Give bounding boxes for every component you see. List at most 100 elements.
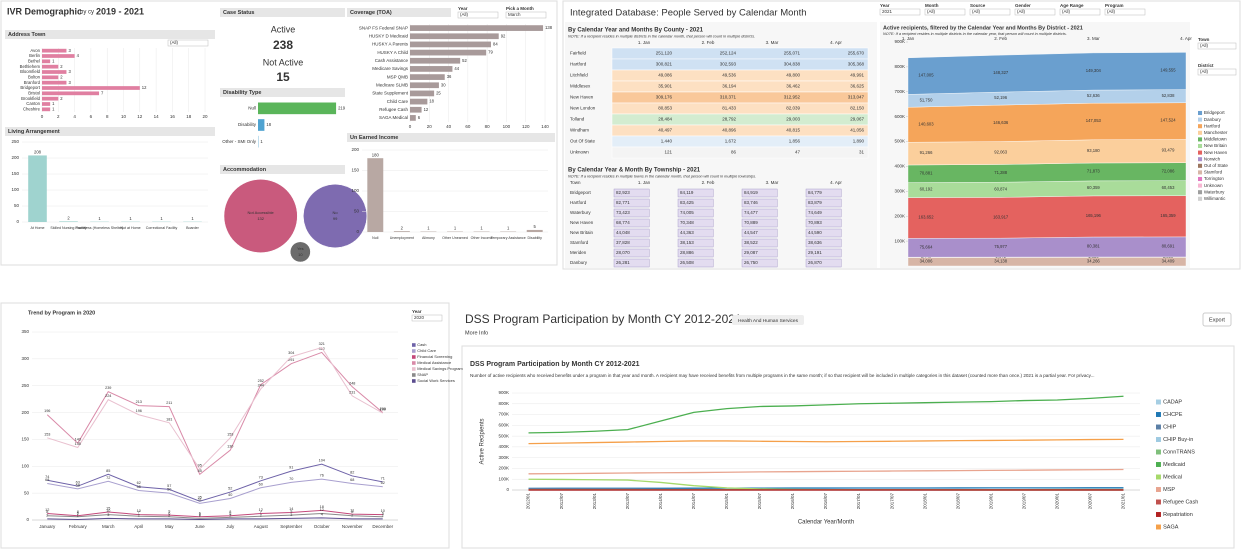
filter-box[interactable]	[1104, 8, 1146, 16]
value-label: 18	[429, 99, 434, 104]
line	[47, 478, 383, 504]
filter-value[interactable]: (All)	[1062, 9, 1070, 14]
bar	[410, 82, 439, 89]
filter-value[interactable]: 2020	[414, 315, 425, 320]
filter-box[interactable]	[924, 8, 966, 16]
legend-label: Waterbury	[1204, 189, 1225, 194]
legend-label: New Britain	[1204, 143, 1228, 148]
value-label: 147,053	[1086, 118, 1102, 123]
cell: 255,071	[784, 51, 801, 56]
filter-box[interactable]	[1014, 8, 1056, 16]
filter-box[interactable]	[505, 11, 547, 19]
cell: 83,879	[808, 200, 822, 205]
cell: 41,056	[850, 128, 864, 133]
filter-box[interactable]	[411, 314, 443, 322]
value-label: 6	[382, 511, 384, 515]
category-label: SAGA Medical	[379, 115, 408, 120]
legend-swatch	[412, 367, 416, 371]
filter-value[interactable]: (All)	[1200, 43, 1208, 48]
value-label: 8	[77, 510, 79, 514]
category-label: Canton	[26, 101, 40, 106]
filter-value[interactable]: (All)	[1107, 9, 1115, 14]
x-tick-label: 140	[541, 124, 549, 129]
cell: 82,771	[616, 200, 630, 205]
value-label: 208	[34, 150, 42, 155]
x-tick-label: 2. Feb	[994, 36, 1007, 41]
legend-label: Manchester	[1204, 130, 1228, 135]
filter-box[interactable]	[167, 39, 209, 47]
filter-box[interactable]	[457, 11, 499, 19]
value-label: 138	[545, 25, 553, 30]
value-label: 224	[105, 394, 111, 398]
filter-value[interactable]: (All)	[972, 9, 980, 14]
value-label: 12	[45, 508, 49, 512]
value-label: 91,266	[920, 150, 933, 155]
legend-swatch	[1198, 157, 1203, 162]
chart-title: Active recipients, filtered by the Calen…	[883, 25, 1083, 31]
row-label: Waterbury	[570, 210, 591, 215]
filter-value[interactable]: March	[508, 12, 521, 17]
legend-label: New Haven	[1204, 150, 1228, 155]
row-label: Out Of State	[570, 139, 596, 144]
value-label: 180	[372, 152, 380, 157]
export-button[interactable]	[1202, 312, 1232, 327]
y-tick-label: 500K	[498, 433, 509, 438]
section-header	[347, 133, 555, 142]
value-label: 165,359	[1160, 213, 1176, 218]
x-tick-label: 10	[121, 114, 127, 119]
filter-value[interactable]: (All)	[170, 40, 178, 45]
category-label: Bethel	[28, 58, 40, 63]
cell-box	[613, 188, 650, 198]
value-label: 6	[418, 115, 421, 120]
cell: 44,590	[808, 230, 822, 235]
row-label: Hartford	[570, 200, 587, 205]
value-label: 4	[77, 53, 80, 58]
cell: 38,522	[744, 240, 758, 245]
filter-box[interactable]	[1059, 8, 1101, 16]
more-info[interactable]: More Info	[465, 330, 488, 336]
category-label: Bristol	[28, 90, 40, 95]
cell-box	[741, 218, 778, 228]
x-tick-label: 2	[57, 114, 60, 119]
bar	[42, 75, 59, 80]
cell: 26,750	[744, 260, 758, 265]
cell: 37,828	[616, 240, 630, 245]
x-tick-label: Homeless (Homeless Shelter)	[76, 226, 124, 230]
value-label: 163,652	[918, 215, 934, 220]
value-label: 239	[105, 386, 111, 390]
cell: 31	[859, 150, 865, 155]
x-tick-label: 2012/01	[526, 493, 531, 510]
x-tick-label: Disability	[528, 236, 543, 240]
legend-swatch	[412, 343, 416, 347]
column-header: 2. Feb	[702, 180, 715, 185]
cell-box	[677, 248, 714, 258]
cell: 309,176	[656, 95, 673, 100]
filter-box[interactable]	[1197, 68, 1237, 76]
value-label: 1	[98, 216, 101, 221]
x-tick-label: 20	[427, 124, 433, 129]
filter-value[interactable]: (All)	[927, 9, 935, 14]
bar	[410, 115, 416, 121]
filter-value[interactable]: (All)	[1017, 9, 1025, 14]
cell-box	[741, 228, 778, 238]
cell: 68,774	[616, 220, 630, 225]
cell-box	[805, 258, 842, 268]
value-label: 1	[191, 216, 194, 221]
bar	[367, 158, 384, 232]
value-label: 70,881	[920, 170, 933, 175]
value-label: 15	[106, 506, 110, 510]
row-label: Hartford	[570, 62, 587, 67]
filter-value[interactable]: 2021	[882, 9, 893, 14]
filter-value[interactable]: (All)	[1200, 69, 1208, 74]
value-label: 304	[288, 351, 294, 355]
filter-box[interactable]	[879, 8, 921, 16]
filter-value[interactable]: (All)	[460, 12, 468, 17]
bar	[410, 74, 445, 80]
bar	[410, 41, 491, 48]
value-label: 2	[60, 64, 63, 69]
filter-box[interactable]	[969, 8, 1011, 16]
filter-box[interactable]	[1197, 42, 1237, 50]
legend-label: Unknown	[1204, 183, 1223, 188]
export-label[interactable]: Export	[1209, 317, 1225, 323]
x-tick-label: 0	[41, 114, 44, 119]
